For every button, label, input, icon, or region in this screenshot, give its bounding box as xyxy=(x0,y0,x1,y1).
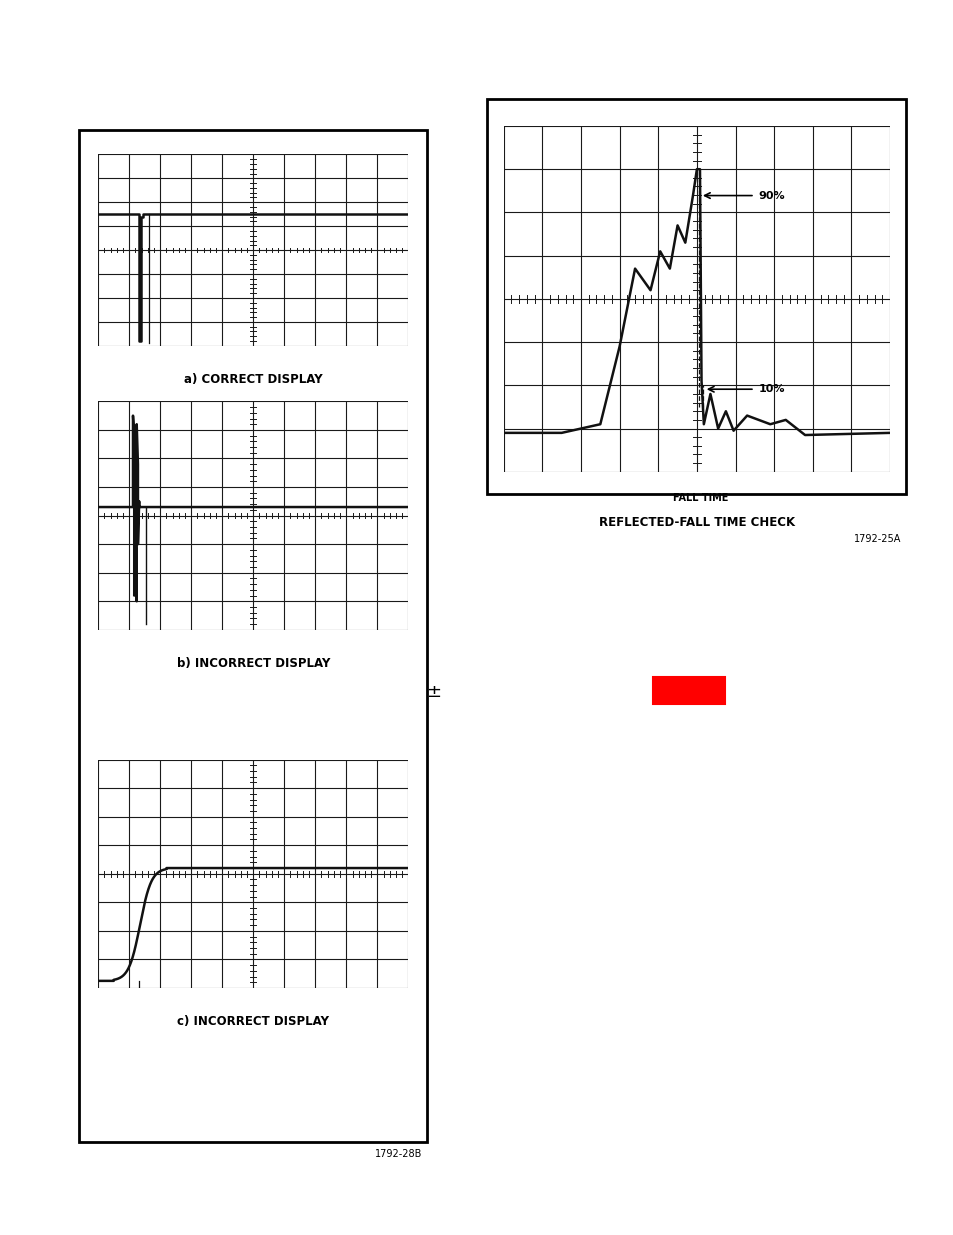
Text: b) INCORRECT DISPLAY: b) INCORRECT DISPLAY xyxy=(176,657,330,671)
Text: FALL TIME: FALL TIME xyxy=(673,493,728,504)
Text: 1792-28B: 1792-28B xyxy=(375,1149,422,1158)
Text: 90%: 90% xyxy=(758,190,784,200)
Text: REFLECTED-FALL TIME CHECK: REFLECTED-FALL TIME CHECK xyxy=(598,516,794,530)
Text: a) CORRECT DISPLAY: a) CORRECT DISPLAY xyxy=(184,373,322,387)
Text: 10%: 10% xyxy=(758,384,784,394)
Text: 1792-25A: 1792-25A xyxy=(853,534,901,543)
Text: c) INCORRECT DISPLAY: c) INCORRECT DISPLAY xyxy=(177,1015,329,1029)
Text: ±: ± xyxy=(426,683,441,700)
